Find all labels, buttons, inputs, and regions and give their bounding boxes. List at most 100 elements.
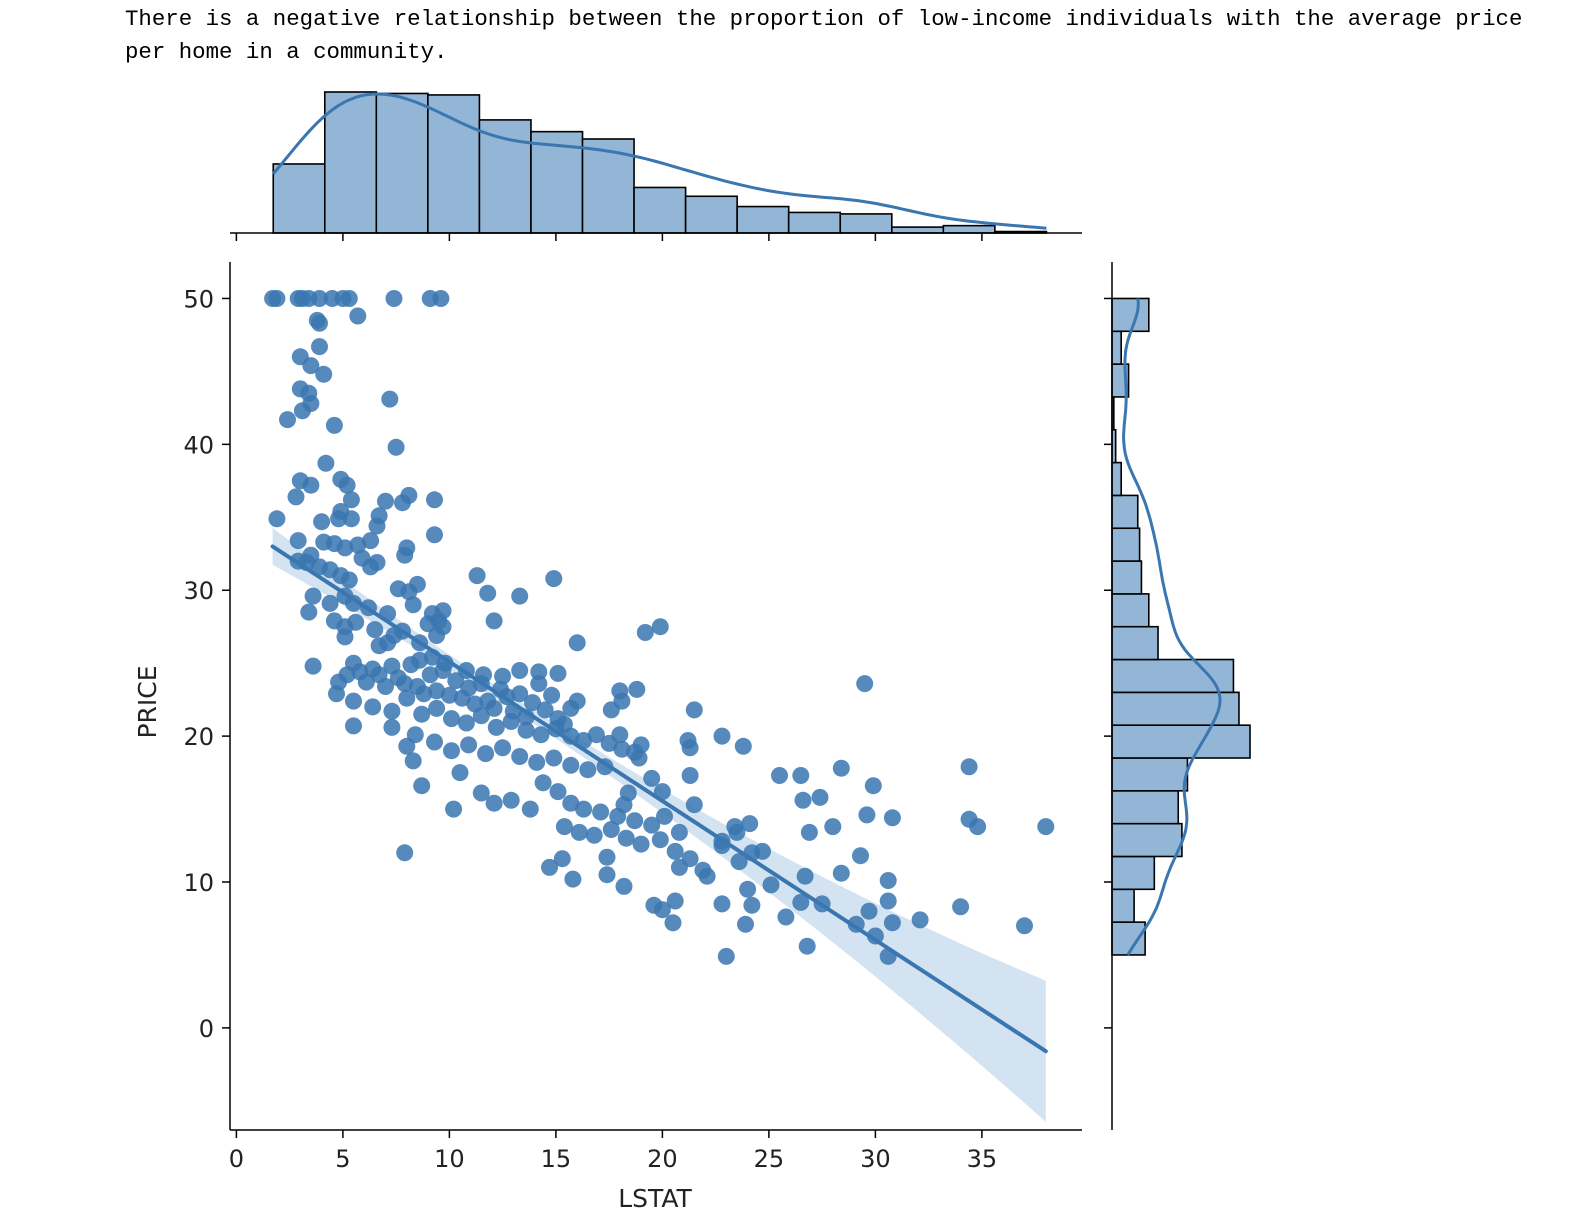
scatter-point	[777, 908, 795, 926]
scatter-point	[734, 737, 752, 755]
scatter-point	[832, 759, 850, 777]
scatter-point	[570, 823, 588, 841]
scatter-point	[685, 796, 703, 814]
scatter-point	[383, 718, 401, 736]
x-tick-label: 15	[541, 1145, 572, 1173]
scatter-point	[860, 902, 878, 920]
scatter-point	[494, 739, 512, 757]
scatter-point	[268, 290, 286, 307]
top-hist-bar	[633, 186, 687, 234]
scatter-point	[717, 947, 735, 965]
scatter-point	[564, 870, 582, 888]
scatter-point	[472, 784, 490, 802]
scatter-point	[440, 686, 458, 704]
scatter-point	[362, 558, 380, 576]
scatter-point	[362, 532, 380, 550]
scatter-point	[511, 662, 529, 679]
scatter-point	[379, 634, 397, 652]
scatter-point	[598, 866, 616, 884]
scatter-point	[345, 692, 362, 710]
scatter-point	[879, 872, 897, 889]
scatter-point	[311, 338, 328, 356]
scatter-point	[349, 536, 367, 554]
scatter-point	[545, 749, 563, 767]
scatter-point	[730, 853, 748, 871]
scatter-point	[443, 742, 460, 760]
scatter-point	[530, 675, 548, 693]
scatter-point	[864, 777, 882, 795]
scatter-point	[611, 682, 629, 700]
scatter-point	[304, 587, 322, 605]
scatter-point	[300, 603, 318, 621]
right-hist-bar	[1111, 855, 1156, 891]
y-tick-label: 20	[183, 723, 214, 751]
scatter-point	[651, 618, 669, 636]
scatter-point	[311, 314, 328, 332]
scatter-point	[575, 800, 593, 818]
scatter-point	[287, 488, 305, 506]
top-hist-bar	[684, 195, 738, 234]
scatter-point	[883, 809, 901, 827]
scatter-point	[377, 678, 394, 695]
scatter-point	[549, 664, 567, 682]
regression-line-layer	[270, 544, 1048, 1054]
top-hist-bar	[375, 92, 429, 234]
top-hist-bar	[942, 224, 996, 234]
scatter-point	[617, 829, 635, 847]
scatter-point	[796, 867, 814, 885]
scatter-point	[613, 740, 631, 758]
scatter-point	[636, 624, 654, 641]
scatter-point	[315, 365, 333, 383]
scatter-point	[396, 675, 414, 693]
scatter-point	[645, 896, 663, 914]
scatter-point	[426, 491, 443, 509]
scatter-point	[602, 821, 620, 838]
scatter-point	[426, 733, 443, 751]
scatter-point	[325, 416, 343, 434]
scatter-point	[521, 800, 539, 818]
y-tick-label: 0	[199, 1015, 214, 1043]
x-axis-label: LSTAT	[618, 1184, 692, 1213]
scatter-point	[447, 672, 465, 690]
scatter-point	[670, 823, 688, 841]
scatter-point	[611, 726, 629, 744]
scatter-point	[385, 290, 403, 307]
scatter-point	[568, 634, 586, 652]
scatter-point	[428, 699, 446, 717]
scatter-point	[741, 815, 759, 833]
top-marginal-histogram	[230, 91, 1082, 241]
scatter-point	[794, 791, 812, 809]
scatter-point	[457, 714, 475, 732]
right-hist-bar	[1111, 461, 1122, 497]
scatter-point	[485, 794, 503, 812]
scatter-point	[426, 526, 443, 544]
scatter-point	[800, 823, 818, 841]
scatter-point	[398, 689, 416, 707]
scatter-point	[342, 491, 360, 509]
scatter-point	[349, 307, 367, 325]
scatter-point	[534, 774, 552, 792]
y-tick-label: 50	[183, 285, 214, 313]
scatter-point	[685, 701, 703, 719]
scatter-point	[553, 850, 571, 868]
right-hist-bar	[1111, 527, 1141, 562]
scatter-point	[460, 736, 478, 754]
top-kde-curve	[272, 92, 1047, 230]
scatter-point	[528, 753, 546, 771]
scatter-point	[530, 663, 548, 681]
scatter-point	[585, 826, 603, 844]
right-hist-bar	[1111, 297, 1150, 333]
scatter-point	[419, 615, 437, 633]
scatter-point	[443, 710, 460, 728]
scatter-point	[517, 721, 535, 739]
scatter-point	[694, 861, 712, 879]
scatter-point	[342, 510, 360, 528]
scatter-point	[651, 831, 669, 849]
scatter-point	[598, 848, 616, 866]
scatter-point	[771, 767, 788, 784]
scatter-point	[340, 571, 358, 589]
scatter-point	[302, 395, 320, 412]
scatter-point	[338, 476, 356, 494]
scatter-point	[485, 699, 503, 717]
